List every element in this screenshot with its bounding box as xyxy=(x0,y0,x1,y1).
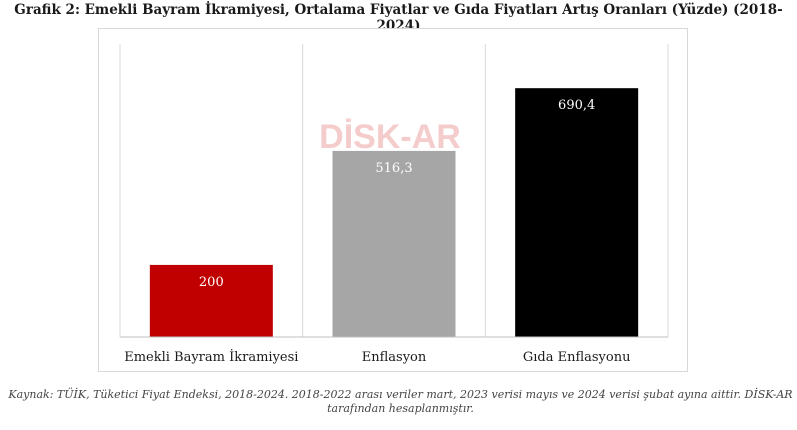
bars: 200 516,3 690,4 xyxy=(149,88,639,337)
data-label: 200 xyxy=(199,275,224,290)
category-labels: Emekli Bayram İkramiyesi Enflasyon Gıda En… xyxy=(124,348,630,365)
category-label: Gıda Enflasyonu xyxy=(523,350,631,365)
bar-3 xyxy=(515,88,639,337)
source-note: Kaynak: TÜİK, Tüketici Fiyat Endeksi, 20… xyxy=(8,388,793,415)
watermark-logo: DİSK-AR xyxy=(319,118,461,156)
category-label: Emekli Bayram İkramiyesi xyxy=(124,348,298,365)
data-label: 516,3 xyxy=(375,161,412,176)
bar-1 xyxy=(149,264,273,337)
bar-2 xyxy=(332,150,456,337)
category-label: Enflasyon xyxy=(362,350,427,365)
data-label: 690,4 xyxy=(558,98,595,113)
category-separators xyxy=(119,44,669,337)
